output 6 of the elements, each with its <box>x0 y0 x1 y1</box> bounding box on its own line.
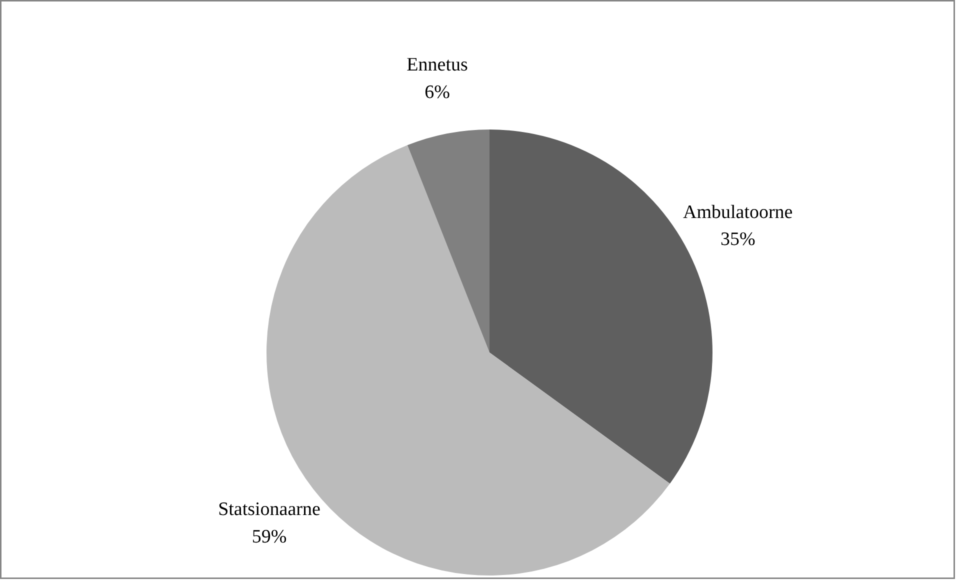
data-label: 6% <box>424 82 450 103</box>
slice-label: Ennetus <box>406 54 468 76</box>
data-label: 35% <box>720 229 756 250</box>
slice-label: Ambulatoorne <box>682 202 793 223</box>
data-label: 59% <box>252 526 287 548</box>
slice-label: Statsionaarne <box>218 499 320 520</box>
